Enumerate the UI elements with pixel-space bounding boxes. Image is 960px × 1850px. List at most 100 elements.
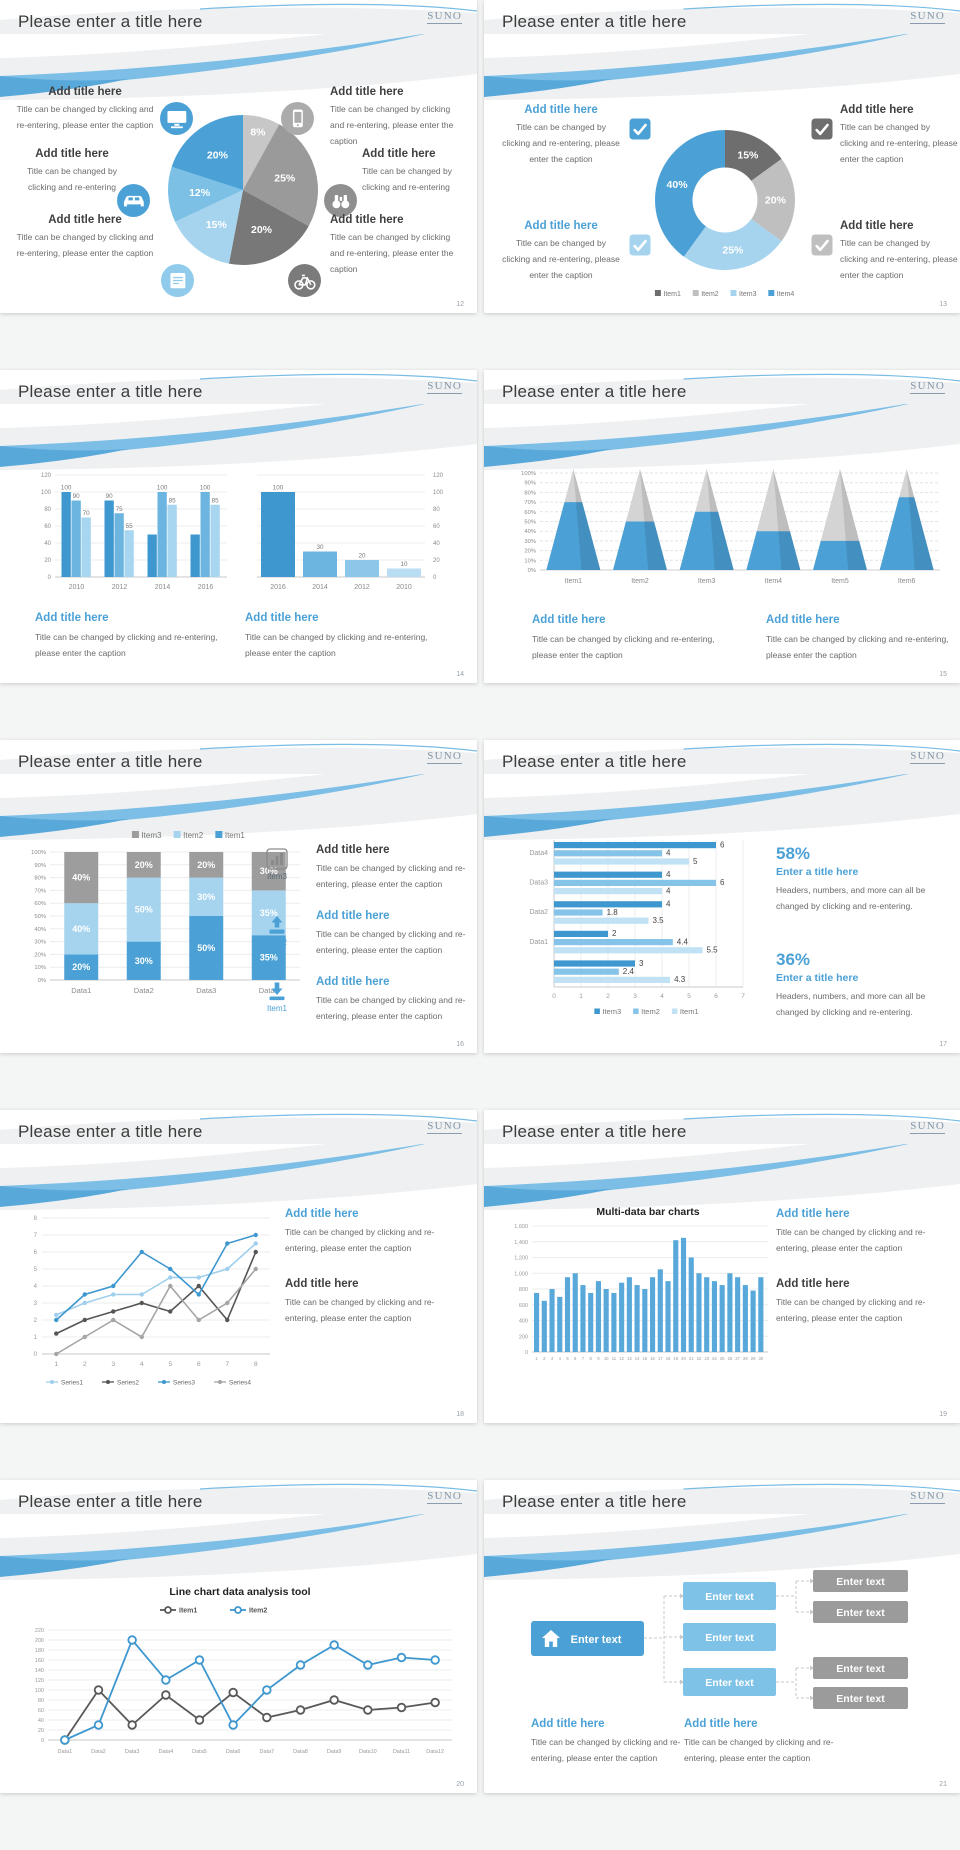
svg-text:23: 23 — [704, 1356, 709, 1361]
svg-text:25%: 25% — [274, 172, 296, 184]
slide-page-18[interactable]: Please enter a title here SUNO 18 0 1 2 3 4 5 6 7 8… — [0, 1110, 477, 1423]
svg-text:70%: 70% — [34, 888, 46, 894]
svg-text:1,600: 1,600 — [514, 1224, 528, 1230]
list-item-label: Item1 — [266, 1004, 287, 1013]
svg-text:7: 7 — [582, 1356, 585, 1361]
svg-text:2: 2 — [543, 1356, 546, 1361]
chart-legend: Item1 Item2 Item3 Item4 — [654, 290, 794, 298]
slide-page-17[interactable]: Please enter a title here SUNO 17 0 1 2 3 4 5 6 7 6… — [484, 740, 960, 1053]
svg-text:Item1: Item1 — [663, 291, 681, 298]
svg-text:Data2: Data2 — [529, 909, 548, 916]
svg-text:80: 80 — [433, 507, 440, 513]
svg-text:55: 55 — [126, 523, 134, 530]
svg-text:6: 6 — [197, 1361, 201, 1368]
binoculars-icon — [324, 184, 357, 217]
stat-title: Enter a title here — [776, 972, 859, 984]
svg-text:26: 26 — [728, 1356, 733, 1361]
section-caption: Title can be changed by clicking and re-… — [776, 1227, 926, 1254]
slide-page-21[interactable]: Please enter a title here SUNO 21 Enter tex… — [484, 1480, 960, 1793]
svg-text:40%: 40% — [72, 873, 90, 883]
svg-text:Data2: Data2 — [91, 1749, 106, 1755]
svg-text:140: 140 — [35, 1668, 44, 1674]
chart-title: Multi-data bar charts — [596, 1206, 700, 1218]
slide-page-19[interactable]: Please enter a title here SUNO 19 Multi-dat… — [484, 1110, 960, 1423]
svg-text:Item1: Item1 — [565, 578, 583, 585]
svg-text:800: 800 — [519, 1287, 528, 1293]
svg-text:Data2: Data2 — [134, 986, 154, 995]
svg-text:Data10: Data10 — [359, 1749, 377, 1755]
svg-text:0: 0 — [34, 1352, 38, 1358]
slide-title: Please enter a title here — [502, 752, 687, 771]
svg-text:30%: 30% — [197, 892, 215, 902]
svg-text:160: 160 — [35, 1658, 44, 1664]
svg-text:2016: 2016 — [270, 584, 286, 591]
slide-title: Please enter a title here — [18, 1492, 203, 1511]
slide-page-12[interactable]: Please enter a title here SUNO 12 8% 25% 20% 1… — [0, 0, 477, 313]
svg-text:100: 100 — [35, 1688, 44, 1694]
svg-text:400: 400 — [519, 1319, 528, 1325]
svg-text:2010: 2010 — [396, 584, 412, 591]
svg-text:30%: 30% — [260, 866, 278, 876]
svg-text:120: 120 — [41, 473, 52, 479]
svg-text:20%: 20% — [34, 952, 46, 958]
monitor-icon — [160, 102, 193, 135]
slide-title: Please enter a title here — [502, 12, 687, 31]
section-caption: Title can be changed by clicking and re-… — [35, 632, 218, 659]
svg-text:10%: 10% — [524, 558, 536, 564]
svg-text:Enter text: Enter text — [705, 1591, 754, 1603]
svg-text:4: 4 — [34, 1284, 38, 1290]
checkbox-icon — [811, 118, 833, 140]
svg-text:0%: 0% — [38, 978, 46, 984]
slide-page-20[interactable]: Please enter a title here SUNO 20 Line char… — [0, 1480, 477, 1793]
callout-title: Add title here — [362, 148, 436, 160]
svg-text:Data11: Data11 — [393, 1749, 410, 1755]
svg-text:90: 90 — [106, 493, 114, 500]
svg-text:120: 120 — [35, 1678, 44, 1684]
callout-caption: Title can be changed by clicking and re-… — [840, 122, 958, 165]
line-chart: 0 20 40 60 80 100 120 140 160 180 200 220 Data1 Data2… — [35, 1628, 452, 1755]
stacked-bar-chart: 0% 10% 20% 30% 40% 50% 60% 70% 80% 90% 100% 20% 40% 4… — [31, 850, 300, 995]
svg-text:4: 4 — [666, 870, 671, 879]
slide-grid: Please enter a title here SUNO 1 2 8% 25% 20% 1… — [0, 0, 960, 1793]
svg-text:4.3: 4.3 — [674, 975, 686, 984]
slide-title: Please enter a title here — [502, 1492, 687, 1511]
svg-text:1: 1 — [34, 1335, 38, 1341]
svg-text:22: 22 — [697, 1356, 702, 1361]
stat-caption: Headers, numbers, and more can all be ch… — [776, 991, 926, 1018]
line-chart: 0 1 2 3 4 5 6 7 8 1 2 3 4 5 6 7 8 Series1 Series2 Series3 Se… — [34, 1216, 270, 1387]
slide-page-15[interactable]: Please enter a title here SUNO 15 0% 10% 20% 3… — [484, 370, 960, 683]
svg-text:40%: 40% — [72, 924, 90, 934]
slide-page-13[interactable]: Please enter a title here SUNO 13 15% 20% 25%… — [484, 0, 960, 313]
callout-title: Add title here — [330, 86, 404, 98]
svg-text:13: 13 — [627, 1356, 632, 1361]
svg-text:2014: 2014 — [155, 584, 171, 591]
chart-legend: Item1 Item2 — [160, 1606, 267, 1615]
callout-caption: Title can be changed by clicking and re-… — [362, 166, 452, 193]
donut-chart: 15% 20% 25% 40% — [655, 130, 795, 270]
svg-text:8%: 8% — [250, 126, 266, 138]
svg-text:4: 4 — [666, 900, 671, 909]
svg-text:35%: 35% — [260, 953, 278, 963]
slide-page-16[interactable]: Please enter a title here SUNO 16 Item3 Item… — [0, 740, 477, 1053]
horizontal-bar-chart: 0 1 2 3 4 5 6 7 6 4 5 Data4 4 6 4 Data3 4 1.8 3.5 Data2 2 4.4… — [529, 840, 745, 1016]
slide-title: Please enter a title here — [502, 1122, 687, 1141]
cone-chart: 0% 10% 20% 30% 40% 50% 60% 70% 80% 90% 100% Item1 It… — [521, 469, 940, 585]
svg-text:75: 75 — [116, 506, 124, 513]
svg-text:24: 24 — [712, 1356, 717, 1361]
svg-text:10: 10 — [400, 561, 408, 568]
svg-text:Data4: Data4 — [259, 986, 279, 995]
page-number: 19 — [939, 1411, 947, 1418]
slide-content: 15% 20% 25% 40% Item1 Item2 Item3 Item4 Add titl… — [484, 0, 960, 313]
svg-text:Item3: Item3 — [698, 578, 716, 585]
callout-caption: Title can be changed by clicking and re-… — [840, 238, 958, 281]
svg-text:Item1: Item1 — [680, 1007, 699, 1016]
svg-text:85: 85 — [169, 497, 177, 504]
section-title: Add title here — [766, 614, 840, 626]
svg-text:3: 3 — [34, 1301, 38, 1307]
svg-text:Item6: Item6 — [898, 578, 916, 585]
slide-page-14[interactable]: Please enter a title here SUNO 14 0 20 40 60 80… — [0, 370, 477, 683]
svg-text:7: 7 — [34, 1233, 38, 1239]
brand-logo: SUNO — [427, 1490, 462, 1504]
list-item-label: Item3 — [266, 872, 287, 881]
